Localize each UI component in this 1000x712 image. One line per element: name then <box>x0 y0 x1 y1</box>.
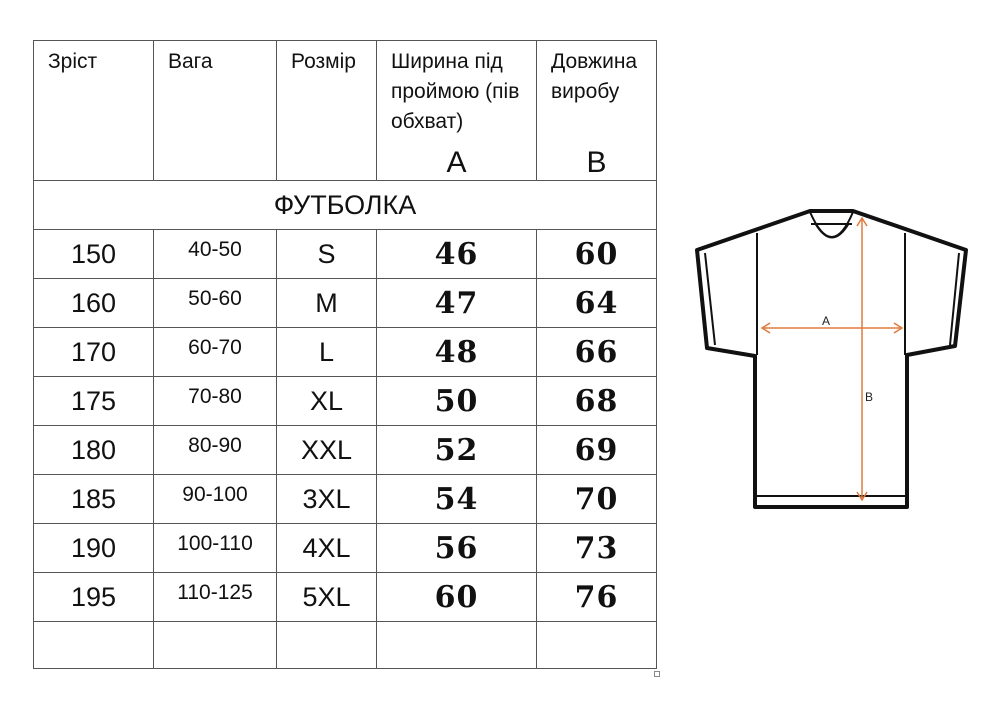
size-chart-table: Зріст Вага Розмір Ширина під проймою (пі… <box>33 40 657 669</box>
cell-length-b: 76 <box>536 572 657 622</box>
cell-height: 180 <box>33 425 154 475</box>
cell-height: 185 <box>33 474 154 524</box>
cell-width-a: 54 <box>376 474 537 524</box>
header-row: Зріст Вага Розмір Ширина під проймою (пі… <box>33 40 657 181</box>
letter-a: A <box>446 146 467 179</box>
cell-size: M <box>276 278 377 328</box>
cell-height: 190 <box>33 523 154 573</box>
cell-weight: 40-50 <box>153 229 277 279</box>
cell-width-a: 47 <box>376 278 537 328</box>
arrow-b-top-head <box>856 216 868 227</box>
cell-width-a: 52 <box>376 425 537 475</box>
cell-length-b: 69 <box>536 425 657 475</box>
cell-size: XXL <box>276 425 377 475</box>
cell-length-b: 68 <box>536 376 657 426</box>
tshirt-outline <box>695 209 968 509</box>
cell-size: 4XL <box>276 523 377 573</box>
header-length: Довжина виробу B <box>536 40 657 181</box>
resize-handle <box>654 671 660 677</box>
table-row: 185 90-100 3XL 54 70 <box>33 474 657 524</box>
cell-height: 150 <box>33 229 154 279</box>
cell-height: 170 <box>33 327 154 377</box>
header-height: Зріст <box>33 40 154 181</box>
cell-length-b: 70 <box>536 474 657 524</box>
table-row: 180 80-90 XXL 52 69 <box>33 425 657 475</box>
empty-row <box>33 621 657 669</box>
cell-weight: 70-80 <box>153 376 277 426</box>
cell-weight: 100-110 <box>153 523 277 573</box>
header-weight: Вага <box>153 40 277 181</box>
diagram-label-b: B <box>865 390 873 404</box>
cell-weight: 60-70 <box>153 327 277 377</box>
cell-weight: 90-100 <box>153 474 277 524</box>
table-row: 150 40-50 S 46 60 <box>33 229 657 279</box>
arrow-a-left-head <box>760 322 771 334</box>
table-row: 160 50-60 M 47 64 <box>33 278 657 328</box>
cell-size: 5XL <box>276 572 377 622</box>
cell-length-b: 60 <box>536 229 657 279</box>
cell-length-b: 64 <box>536 278 657 328</box>
cell-height: 160 <box>33 278 154 328</box>
header-width: Ширина під проймою (пів обхват) A <box>376 40 537 181</box>
cell-size: L <box>276 327 377 377</box>
cell-length-b: 73 <box>536 523 657 573</box>
cell-width-a: 56 <box>376 523 537 573</box>
letter-b: B <box>586 146 607 179</box>
arrow-a-right-head <box>893 322 904 334</box>
table-row: 190 100-110 4XL 56 73 <box>33 523 657 573</box>
cell-weight: 110-125 <box>153 572 277 622</box>
cell-length-b: 66 <box>536 327 657 377</box>
arrow-b-bottom-head <box>856 491 868 502</box>
table-row: 170 60-70 L 48 66 <box>33 327 657 377</box>
diagram-label-a: A <box>822 314 830 328</box>
cell-width-a: 46 <box>376 229 537 279</box>
